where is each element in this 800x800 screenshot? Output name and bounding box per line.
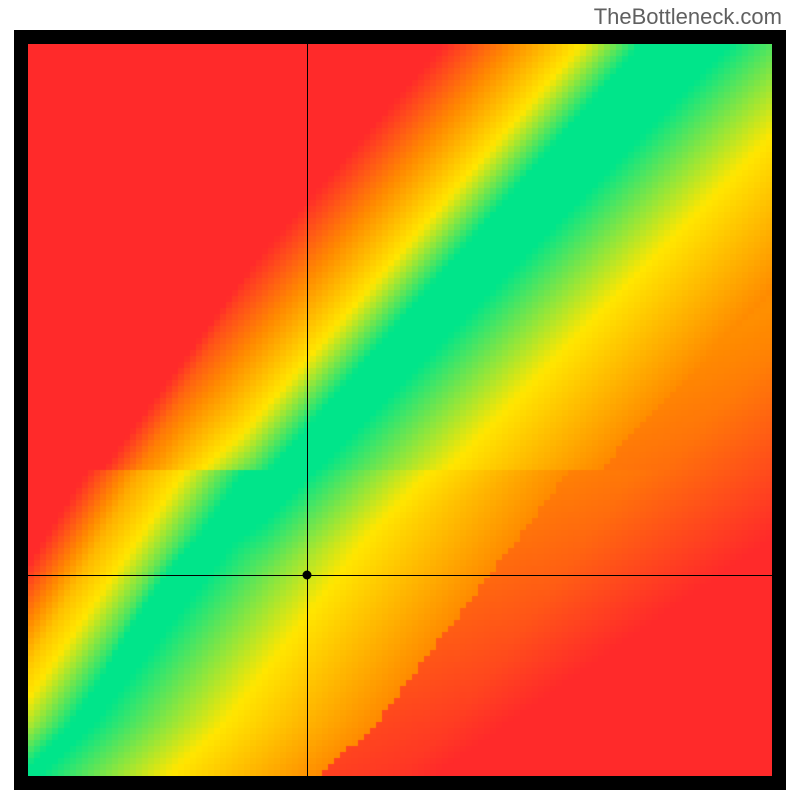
crosshair-horizontal	[28, 575, 772, 576]
crosshair-vertical	[307, 44, 308, 776]
watermark-text: TheBottleneck.com	[594, 4, 782, 30]
heatmap-canvas	[28, 44, 772, 776]
marker-point	[303, 570, 312, 579]
